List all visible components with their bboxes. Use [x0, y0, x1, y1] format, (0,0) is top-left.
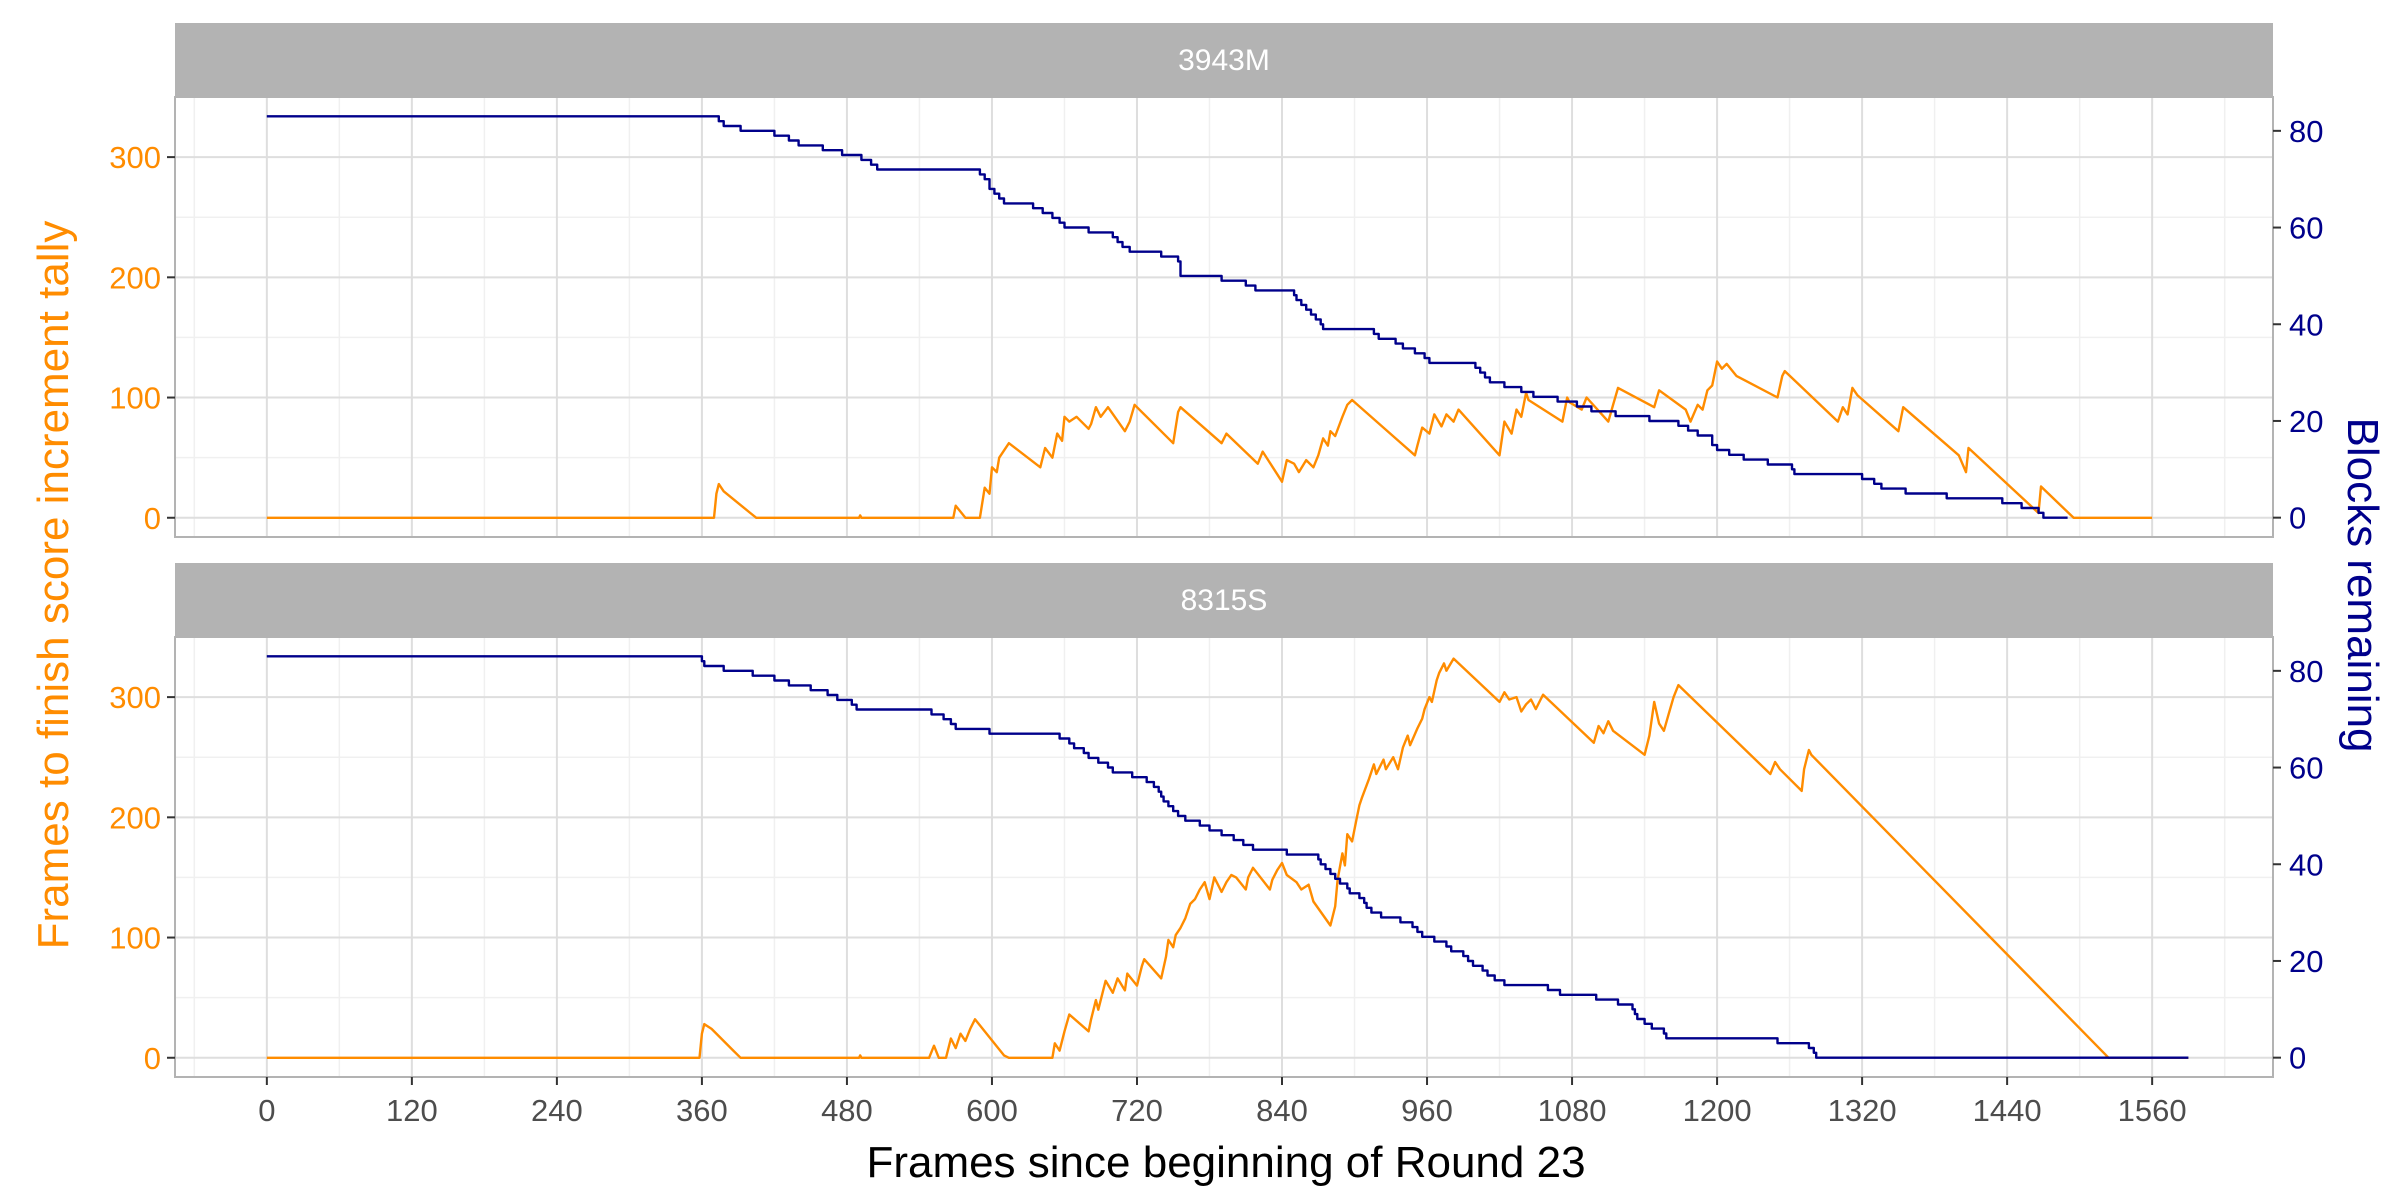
- x-tick-label: 960: [1401, 1093, 1453, 1128]
- left-tick-label: 100: [109, 921, 161, 956]
- right-tick-label: 60: [2289, 751, 2323, 786]
- x-tick-label: 240: [531, 1093, 583, 1128]
- x-tick-label: 1440: [1973, 1093, 2042, 1128]
- gridlines: [175, 636, 2273, 1077]
- right-tick-label: 60: [2289, 211, 2323, 246]
- right-tick-label: 80: [2289, 114, 2323, 149]
- panel-border: [174, 96, 2274, 538]
- left-tick-label: 300: [109, 680, 161, 715]
- facet-label: 3943M: [1178, 44, 1270, 77]
- left-y-axis-title: Frames to finish score increment tally: [29, 221, 78, 950]
- right-tick-label: 40: [2289, 847, 2323, 882]
- x-tick-label: 120: [386, 1093, 438, 1128]
- left-tick-label: 200: [109, 800, 161, 835]
- x-tick-label: 1320: [1828, 1093, 1897, 1128]
- left-tick-label: 300: [109, 140, 161, 175]
- blocks-remaining-line: [266, 115, 2068, 519]
- blocks-remaining-line: [266, 655, 2189, 1059]
- right-y-axis-title: Blocks remaining: [2338, 417, 2387, 752]
- frames-to-finish-line: [266, 360, 2153, 519]
- panel-background: [175, 97, 2273, 537]
- right-tick-label: 0: [2289, 501, 2306, 536]
- x-tick-label: 1080: [1538, 1093, 1607, 1128]
- panel-3943M: 3943M 0 100 200 300 0 20 40 60 80: [109, 23, 2323, 538]
- panels: 3943M01002003000204060808315S01002003000…: [109, 23, 2323, 1128]
- x-axis-title: Frames since beginning of Round 23: [866, 1138, 1585, 1187]
- right-tick-label: 0: [2289, 1041, 2306, 1076]
- x-tick-label: 600: [966, 1093, 1018, 1128]
- left-tick-label: 100: [109, 381, 161, 416]
- x-tick-label: 360: [676, 1093, 728, 1128]
- x-tick-label: 840: [1256, 1093, 1308, 1128]
- right-tick-label: 40: [2289, 307, 2323, 342]
- x-tick-label: 1560: [2118, 1093, 2187, 1128]
- frames-to-finish-line: [266, 657, 2189, 1059]
- facet-strip: [175, 563, 2273, 637]
- panel-8315S: 8315S 0 100 200 300 0 20 40 60 80 0 120 240 360 480 600…: [109, 563, 2323, 1128]
- left-tick-label: 200: [109, 260, 161, 295]
- facet-label: 8315S: [1181, 584, 1268, 617]
- x-tick-label: 720: [1111, 1093, 1163, 1128]
- x-tick-label: 480: [821, 1093, 873, 1128]
- left-tick-label: 0: [144, 501, 161, 536]
- left-tick-label: 0: [144, 1041, 161, 1076]
- facet-strip: [175, 23, 2273, 97]
- panel-background: [175, 637, 2273, 1077]
- right-tick-label: 20: [2289, 944, 2323, 979]
- x-tick-label: 0: [258, 1093, 275, 1128]
- right-tick-label: 80: [2289, 654, 2323, 689]
- right-tick-label: 20: [2289, 404, 2323, 439]
- x-tick-label: 1200: [1683, 1093, 1752, 1128]
- panel-border: [174, 636, 2274, 1078]
